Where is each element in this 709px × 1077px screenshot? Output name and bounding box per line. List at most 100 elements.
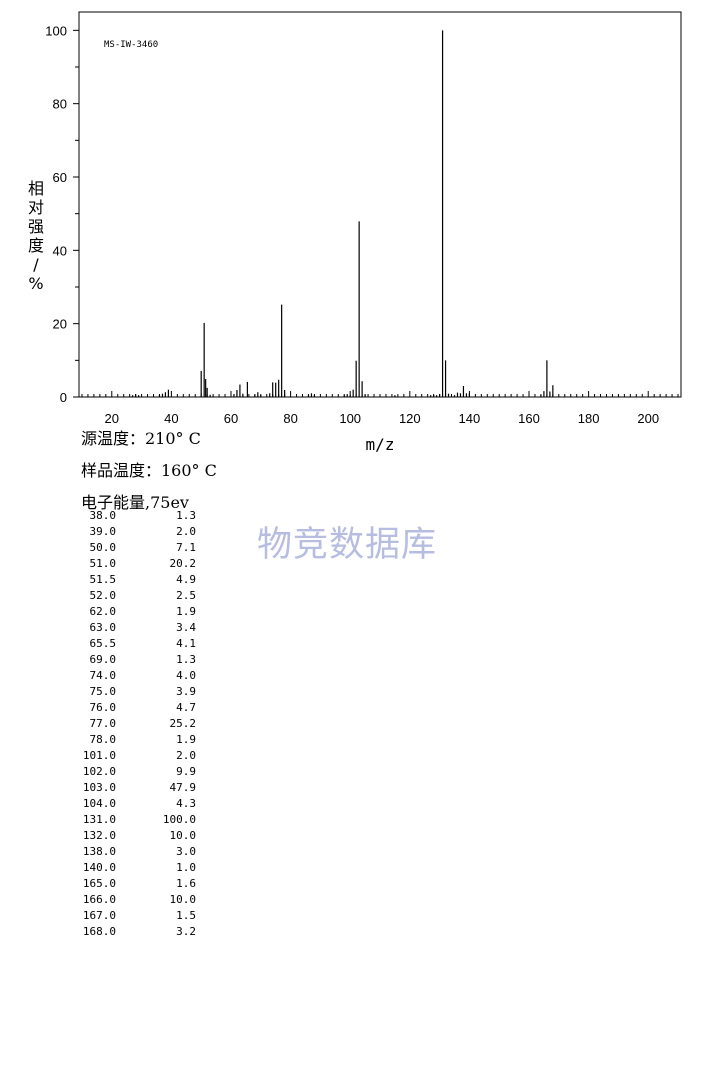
y-axis-label-char: 度 [28,236,44,255]
peak-row: 78.0 1.9 [72,732,197,748]
peak-intensity: 3.9 [176,685,196,698]
peak-intensity: 4.9 [176,573,196,586]
x-tick-label: 200 [637,411,659,426]
peak-row: 165.0 1.6 [72,876,196,892]
peak-intensity: 2.5 [176,589,196,602]
peak-intensity: 1.3 [176,653,196,666]
peak-intensity: 4.7 [176,701,196,714]
peak-table: 38.0 1.3 39.0 2.0 50.0 7.1 51.0 20.2 51.5 4.9 52.0… [72,508,196,940]
tick-labels: 20 40 60 80 100 120 140 160 180 200 0 20 40 60 80 100 [45,23,659,426]
peak-row: 75.0 3.9 [72,684,197,700]
y-tick-label: 80 [53,97,67,112]
peak-mz: 69.0 [89,653,117,666]
peak-mz: 132.0 [82,829,116,842]
plot-frame [78,11,682,398]
peak-intensity: 3.2 [176,925,196,938]
peak-intensity: 47.9 [169,781,197,794]
peak-mz: 76.0 [89,701,117,714]
peak-intensity: 1.0 [176,861,196,874]
peak-row: 63.0 3.4 [72,620,197,636]
y-tick-label: 20 [53,317,67,332]
peak-row: 140.0 1.0 [72,860,196,876]
peak-intensity: 1.3 [176,509,196,522]
peak-mz: 39.0 [89,525,117,538]
peak-mz: 52.0 [89,589,117,602]
peak-row: 76.0 4.7 [72,700,197,716]
peak-intensity: 4.3 [176,797,196,810]
peak-mz: 62.0 [89,605,117,618]
peak-mz: 65.5 [89,637,117,650]
peak-mz: 51.5 [89,573,117,586]
y-axis-label-char: 对 [28,198,44,217]
peak-mz: 102.0 [82,765,116,778]
axis-ticks [73,29,679,398]
y-tick-label: 40 [53,243,67,258]
y-axis-label-char: 强 [28,217,44,236]
peak-row: 74.0 4.0 [72,668,197,684]
peak-row: 77.0 25.2 [72,716,197,732]
peak-intensity: 1.9 [176,733,196,746]
peak-intensity: 10.0 [169,893,197,906]
sample-temperature: 样品温度：160° C [81,461,217,480]
sample-id: MS-IW-3460 [104,40,158,50]
peak-intensity: 2.0 [176,525,196,538]
peak-intensity: 7.1 [176,541,196,554]
peak-mz: 74.0 [89,669,117,682]
peak-row: 168.0 3.2 [72,924,196,940]
peak-mz: 101.0 [82,749,116,762]
peak-intensity: 4.0 [176,669,196,682]
peak-mz: 138.0 [82,845,116,858]
peak-mz: 38.0 [89,509,117,522]
peak-mz: 140.0 [82,861,116,874]
peak-row: 138.0 3.0 [72,844,196,860]
peak-intensity: 2.0 [176,749,196,762]
peak-mz: 166.0 [82,893,116,906]
mass-spectrum-chart: 20 40 60 80 100 120 140 160 180 200 0 20 40 60 80 100 M… [28,11,682,454]
peak-row: 167.0 1.5 [72,908,196,924]
peak-mz: 78.0 [89,733,117,746]
peak-mz: 63.0 [89,621,117,634]
peak-intensity: 1.6 [176,877,196,890]
source-temperature: 源温度：210° C [81,429,201,448]
peak-intensity: 20.2 [169,557,197,570]
peak-row: 101.0 2.0 [72,748,196,764]
peak-row: 52.0 2.5 [72,588,197,604]
peak-row: 102.0 9.9 [72,764,196,780]
x-tick-label: 180 [578,411,600,426]
peak-mz: 51.0 [89,557,117,570]
x-tick-label: 60 [224,411,238,426]
peak-intensity: 9.9 [176,765,196,778]
peak-mz: 103.0 [82,781,116,794]
peak-row: 103.0 47.9 [72,780,196,796]
peak-intensity: 1.9 [176,605,196,618]
y-axis-label-char: 相 [28,179,44,198]
spectrum-bars [132,30,554,397]
peak-row: 65.5 4.1 [72,636,197,652]
peak-intensity: 3.4 [176,621,196,634]
peak-row: 69.0 1.3 [72,652,197,668]
peak-intensity: 4.1 [176,637,196,650]
peak-row: 62.0 1.9 [72,604,197,620]
y-tick-label: 60 [53,170,67,185]
x-tick-label: 120 [399,411,421,426]
peak-row: 38.0 1.3 [72,508,197,524]
peak-row: 51.5 4.9 [72,572,197,588]
x-tick-label: 140 [459,411,481,426]
peak-mz: 50.0 [89,541,117,554]
peak-intensity: 100.0 [162,813,196,826]
peak-row: 104.0 4.3 [72,796,196,812]
x-tick-label: 20 [105,411,119,426]
x-tick-label: 80 [283,411,297,426]
peak-row: 166.0 10.0 [72,892,196,908]
y-tick-label: 100 [45,23,67,38]
peak-intensity: 3.0 [176,845,196,858]
y-axis-label-char: % [28,274,43,293]
y-axis-label-char: / [33,255,39,274]
peak-mz: 168.0 [82,925,116,938]
peak-row: 51.0 20.2 [72,556,197,572]
x-tick-label: 160 [518,411,540,426]
x-tick-label: 40 [164,411,178,426]
peak-row: 132.0 10.0 [72,828,196,844]
peak-intensity: 10.0 [169,829,197,842]
